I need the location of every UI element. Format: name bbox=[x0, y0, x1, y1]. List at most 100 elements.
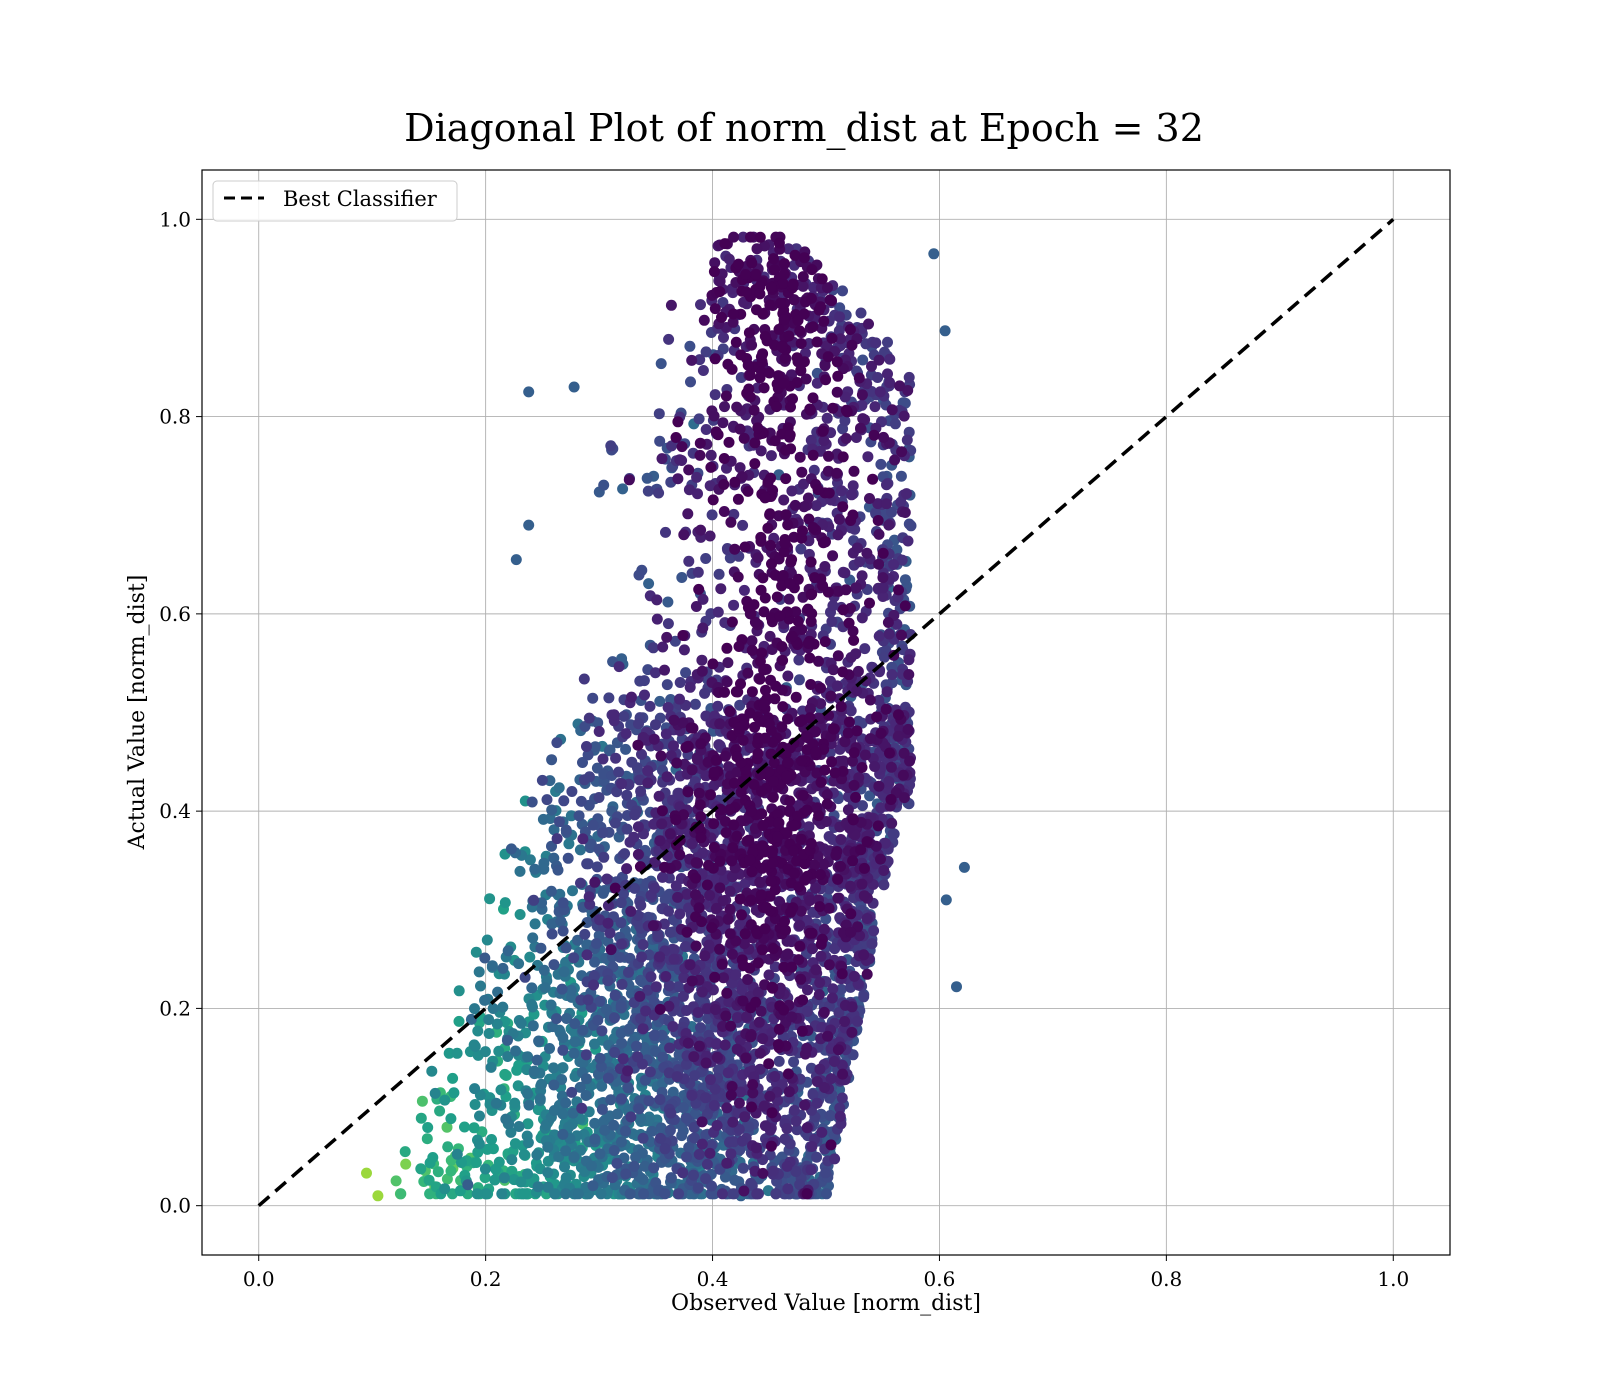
scatter-point bbox=[729, 476, 741, 488]
scatter-point bbox=[528, 894, 540, 906]
scatter-point bbox=[637, 1132, 649, 1144]
scatter-point bbox=[777, 701, 789, 713]
scatter-point bbox=[620, 1125, 631, 1137]
scatter-point bbox=[617, 1053, 629, 1065]
scatter-point bbox=[835, 701, 847, 713]
scatter-point bbox=[883, 628, 895, 640]
scatter-point bbox=[807, 281, 819, 293]
scatter-point bbox=[400, 1158, 412, 1170]
scatter-point bbox=[765, 875, 777, 887]
scatter-point bbox=[728, 231, 740, 243]
scatter-point bbox=[475, 980, 486, 992]
scatter-point bbox=[700, 770, 712, 782]
scatter-point bbox=[578, 774, 590, 786]
scatter-point bbox=[668, 953, 680, 965]
scatter-point bbox=[892, 730, 904, 742]
scatter-point bbox=[696, 654, 708, 666]
scatter-point bbox=[697, 593, 709, 605]
scatter-point bbox=[639, 1160, 651, 1172]
scatter-point bbox=[635, 899, 647, 911]
scatter-point bbox=[848, 747, 860, 759]
scatter-point bbox=[823, 487, 835, 499]
scatter-point bbox=[855, 307, 867, 319]
scatter-point bbox=[691, 471, 703, 483]
scatter-point bbox=[893, 709, 904, 721]
scatter-point bbox=[717, 895, 729, 907]
scatter-point bbox=[637, 1023, 649, 1035]
scatter-point bbox=[645, 971, 657, 983]
scatter-point bbox=[850, 791, 862, 803]
scatter-point bbox=[498, 1172, 510, 1184]
scatter-point bbox=[542, 1167, 554, 1178]
scatter-point bbox=[619, 848, 631, 860]
scatter-point bbox=[660, 526, 671, 538]
scatter-point bbox=[668, 944, 680, 956]
scatter-point bbox=[734, 462, 746, 474]
scatter-point bbox=[814, 977, 826, 988]
scatter-point bbox=[415, 1163, 427, 1175]
scatter-point bbox=[811, 377, 823, 389]
scatter-point bbox=[659, 894, 671, 906]
scatter-point bbox=[610, 752, 622, 764]
scatter-point bbox=[873, 630, 885, 642]
scatter-point bbox=[453, 985, 465, 997]
scatter-point bbox=[684, 681, 696, 693]
scatter-point bbox=[670, 814, 682, 826]
scatter-point bbox=[546, 754, 558, 766]
scatter-point bbox=[726, 855, 738, 867]
scatter-point bbox=[696, 665, 708, 677]
scatter-point bbox=[684, 959, 696, 971]
scatter-point bbox=[791, 1124, 803, 1136]
scatter-point bbox=[845, 926, 857, 938]
scatter-point bbox=[560, 1097, 572, 1109]
scatter-point bbox=[815, 950, 827, 962]
scatter-point bbox=[696, 1138, 708, 1150]
scatter-point bbox=[846, 489, 858, 501]
scatter-point bbox=[767, 982, 779, 994]
scatter-point bbox=[855, 422, 866, 434]
scatter-point bbox=[834, 1102, 846, 1114]
scatter-point bbox=[451, 1047, 463, 1059]
scatter-point bbox=[835, 834, 847, 845]
scatter-point bbox=[719, 401, 730, 413]
scatter-point bbox=[500, 1113, 512, 1125]
scatter-point bbox=[470, 1157, 482, 1168]
scatter-point bbox=[793, 674, 805, 686]
scatter-point bbox=[706, 1180, 717, 1192]
scatter-point bbox=[826, 616, 838, 627]
scatter-point bbox=[832, 650, 844, 662]
scatter-point bbox=[862, 451, 874, 463]
scatter-point bbox=[839, 1016, 851, 1027]
scatter-point bbox=[704, 889, 716, 901]
scatter-point bbox=[823, 902, 835, 914]
scatter-point bbox=[499, 897, 511, 909]
scatter-point bbox=[709, 710, 721, 722]
scatter-point bbox=[690, 889, 701, 901]
scatter-point bbox=[737, 1162, 749, 1174]
scatter-point bbox=[811, 1076, 823, 1088]
scatter-point bbox=[548, 824, 560, 836]
scatter-point bbox=[639, 689, 650, 701]
scatter-point bbox=[574, 844, 586, 856]
scatter-point bbox=[764, 890, 776, 902]
scatter-point bbox=[856, 399, 868, 411]
scatter-point bbox=[720, 1010, 732, 1022]
scatter-point bbox=[596, 1104, 608, 1115]
scatter-point bbox=[697, 365, 709, 376]
scatter-point bbox=[434, 1105, 446, 1117]
scatter-point bbox=[852, 1015, 863, 1027]
scatter-point bbox=[845, 908, 857, 920]
scatter-point bbox=[625, 1111, 637, 1123]
scatter-point bbox=[587, 1180, 599, 1192]
scatter-point bbox=[757, 572, 769, 584]
scatter-point bbox=[558, 966, 570, 978]
scatter-point bbox=[682, 508, 694, 520]
scatter-point bbox=[567, 885, 578, 897]
scatter-point bbox=[469, 1083, 481, 1095]
scatter-point bbox=[834, 1110, 846, 1122]
scatter-point bbox=[839, 391, 851, 403]
scatter-point bbox=[714, 882, 726, 894]
scatter-point bbox=[490, 1097, 502, 1109]
scatter-point bbox=[613, 766, 625, 778]
scatter-point bbox=[905, 520, 917, 532]
